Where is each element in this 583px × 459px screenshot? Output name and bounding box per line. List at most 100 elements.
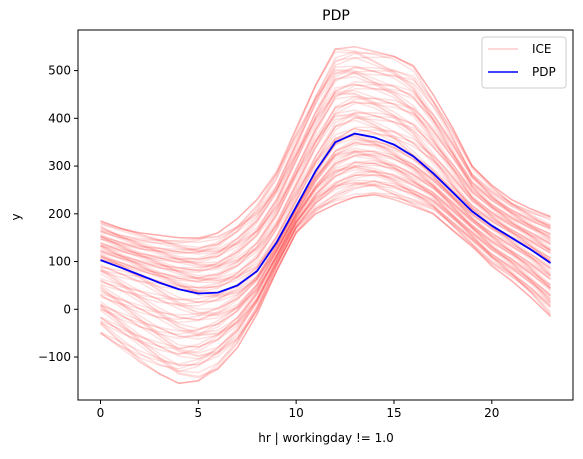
ice-line — [100, 149, 551, 301]
ice-line — [100, 83, 551, 283]
ice-line — [100, 66, 551, 264]
ice-line — [100, 155, 551, 356]
ice-line — [100, 89, 551, 251]
ice-line — [100, 142, 551, 284]
ice-line — [100, 151, 551, 340]
x-tick-label: 20 — [484, 406, 499, 420]
legend-box — [481, 36, 567, 89]
ice-line — [100, 92, 551, 261]
ice-line — [100, 164, 551, 316]
ice-line — [100, 87, 551, 253]
ice-line — [100, 129, 551, 296]
x-tick-label: 0 — [97, 406, 105, 420]
ice-line — [100, 45, 551, 254]
y-tick-label: 100 — [48, 255, 71, 269]
y-tick-label: 500 — [48, 64, 71, 78]
ice-line — [100, 183, 552, 385]
x-ticks: 0 5 10 15 20 — [97, 400, 499, 420]
ice-line — [100, 56, 551, 239]
ice-line — [100, 166, 551, 335]
x-tick-label: 10 — [289, 406, 304, 420]
ice-line — [100, 182, 551, 370]
ice-line — [100, 109, 551, 261]
ice-line — [100, 193, 551, 366]
legend-label-ice: ICE — [532, 42, 552, 56]
ice-line — [100, 192, 552, 379]
ice-line — [100, 137, 551, 324]
ice-line — [100, 93, 551, 272]
ice-line — [100, 127, 551, 321]
ice-line — [100, 97, 551, 280]
ice-line — [100, 134, 551, 289]
ice-line — [100, 51, 551, 255]
y-tick-label: 200 — [48, 207, 71, 221]
ice-line — [100, 101, 551, 255]
ice-line — [100, 95, 551, 283]
ice-line — [100, 173, 552, 337]
ice-line — [100, 50, 551, 261]
ice-line — [100, 138, 551, 330]
ice-line — [100, 135, 551, 306]
y-tick-label: 400 — [48, 111, 71, 125]
ice-line — [100, 161, 552, 366]
ice-line — [100, 164, 551, 317]
ice-line — [100, 133, 551, 279]
ice-line — [100, 127, 551, 272]
pdp-line — [100, 132, 552, 295]
chart-title: PDP — [322, 8, 350, 24]
ice-line — [100, 66, 551, 272]
ice-line — [100, 111, 551, 293]
ice-line — [100, 184, 551, 340]
ice-line — [100, 169, 551, 373]
ice-line — [100, 141, 551, 338]
ice-line — [100, 159, 552, 354]
ice-line — [100, 75, 551, 273]
ice-line — [100, 193, 552, 360]
x-tick-label: 5 — [195, 406, 203, 420]
ice-line — [100, 80, 551, 277]
ice-line — [100, 150, 551, 321]
ice-line — [100, 72, 551, 263]
ice-line — [100, 83, 551, 266]
ice-line — [100, 72, 551, 240]
ice-line — [100, 161, 552, 336]
y-tick-label: 0 — [63, 302, 71, 316]
ice-line — [100, 152, 551, 316]
ice-line — [100, 170, 552, 374]
ice-line — [100, 147, 551, 289]
x-tick-label: 15 — [386, 406, 401, 420]
ice-line — [100, 143, 551, 297]
plot-lines — [99, 45, 552, 385]
ice-line — [100, 193, 552, 367]
ice-line — [100, 69, 551, 253]
ice-line — [100, 161, 551, 303]
ice-line — [100, 183, 552, 358]
ice-line — [100, 179, 551, 332]
ice-line — [100, 119, 551, 307]
ice-line — [100, 52, 551, 251]
ice-line — [100, 57, 551, 264]
ice-line — [100, 117, 551, 268]
ice-line — [100, 114, 551, 280]
ice-line — [100, 173, 551, 321]
ice-line — [100, 133, 551, 282]
y-axis-label: y — [9, 213, 23, 220]
ice-line — [100, 180, 552, 378]
ice-line — [100, 111, 551, 304]
y-tick-label: 300 — [48, 159, 71, 173]
ice-line — [100, 68, 551, 242]
ice-line — [100, 150, 552, 348]
ice-line — [100, 65, 551, 239]
ice-line — [100, 83, 551, 243]
ice-line — [100, 115, 551, 282]
ice-line — [99, 174, 552, 385]
y-tick-label: −100 — [38, 350, 71, 364]
ice-line — [100, 102, 551, 267]
ice-line — [100, 48, 551, 244]
ice-line — [99, 180, 552, 385]
ice-line — [100, 192, 551, 349]
ice-line — [100, 45, 551, 249]
ice-line — [100, 113, 551, 269]
